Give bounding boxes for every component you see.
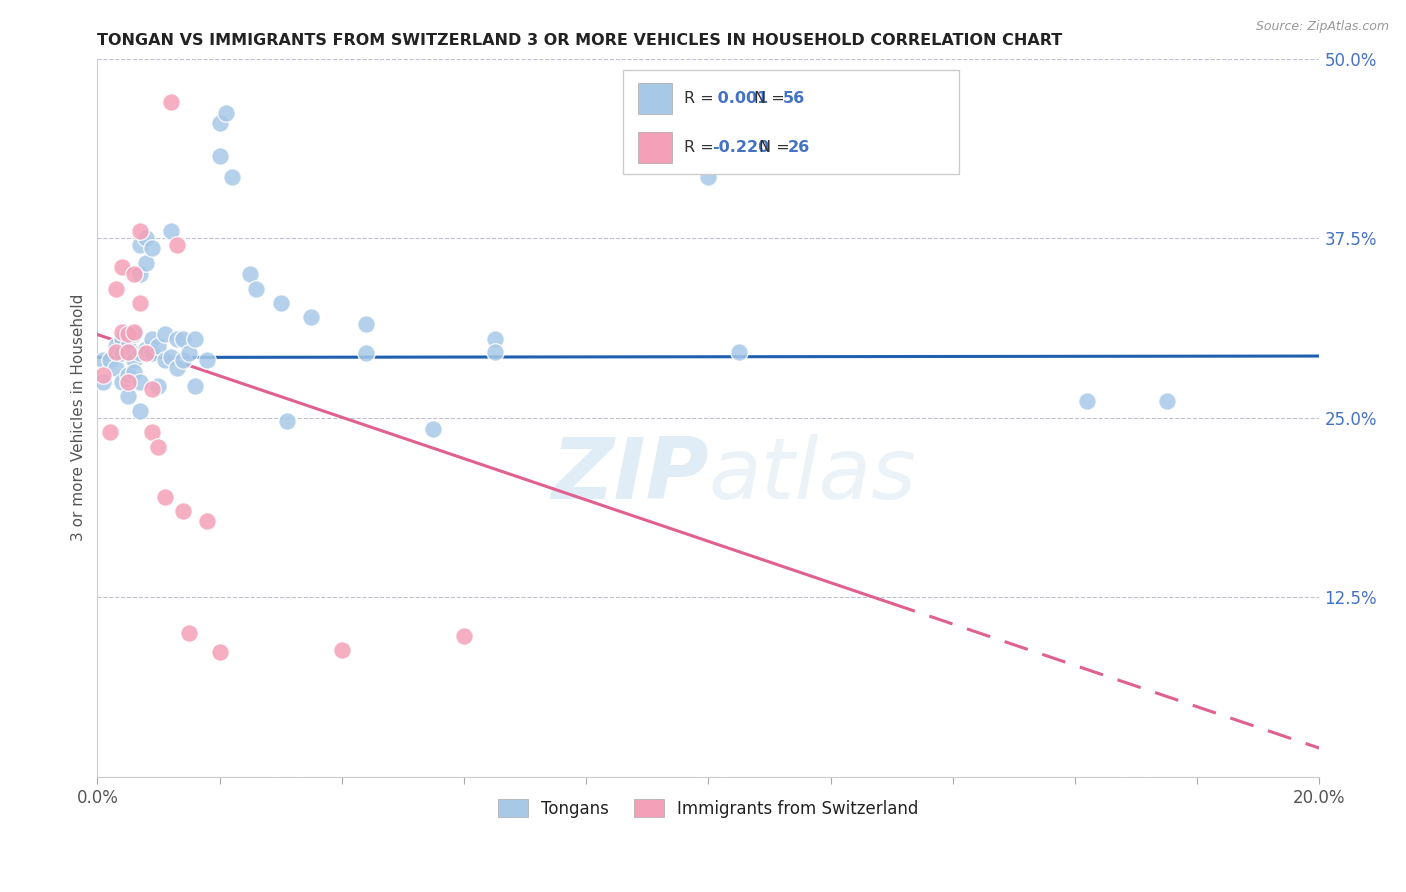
Point — [728, 344, 751, 359]
Point — [148, 440, 170, 454]
Point — [129, 267, 152, 281]
Point — [117, 368, 139, 382]
Point — [135, 255, 157, 269]
Point — [93, 375, 115, 389]
Point — [148, 379, 170, 393]
Point — [484, 332, 506, 346]
Text: 56: 56 — [783, 91, 806, 106]
Point — [1076, 393, 1098, 408]
Point — [129, 238, 152, 252]
Text: 0.001: 0.001 — [713, 91, 769, 106]
Point — [98, 353, 121, 368]
Point — [159, 95, 181, 109]
Point — [354, 346, 377, 360]
Point — [117, 327, 139, 342]
Point — [141, 425, 163, 439]
Point — [122, 365, 145, 379]
Point — [104, 281, 127, 295]
Point — [111, 260, 134, 274]
Point — [98, 425, 121, 439]
Point — [215, 106, 238, 120]
Point — [129, 375, 152, 389]
Point — [135, 346, 157, 360]
Point — [129, 296, 152, 310]
Point — [1156, 393, 1178, 408]
Point — [104, 344, 127, 359]
Text: atlas: atlas — [709, 434, 917, 516]
Point — [208, 149, 231, 163]
Point — [117, 375, 139, 389]
Point — [117, 344, 139, 359]
Point — [697, 169, 720, 184]
Point — [141, 382, 163, 396]
Text: R =: R = — [683, 140, 713, 155]
Text: 26: 26 — [787, 140, 810, 155]
Point — [172, 332, 194, 346]
Point — [208, 116, 231, 130]
Point — [166, 238, 188, 252]
Point — [159, 224, 181, 238]
Point — [111, 325, 134, 339]
Text: Source: ZipAtlas.com: Source: ZipAtlas.com — [1256, 20, 1389, 33]
Point — [484, 344, 506, 359]
Point — [104, 360, 127, 375]
Point — [299, 310, 322, 325]
Point — [184, 332, 207, 346]
Point — [453, 629, 475, 643]
Point — [93, 368, 115, 382]
Point — [276, 414, 298, 428]
Point — [129, 224, 152, 238]
Text: N =: N = — [754, 91, 785, 106]
Point — [141, 332, 163, 346]
Point — [172, 353, 194, 368]
Point — [148, 339, 170, 353]
Point — [422, 422, 444, 436]
Point — [153, 490, 176, 504]
Text: TONGAN VS IMMIGRANTS FROM SWITZERLAND 3 OR MORE VEHICLES IN HOUSEHOLD CORRELATIO: TONGAN VS IMMIGRANTS FROM SWITZERLAND 3 … — [97, 33, 1063, 48]
Point — [159, 351, 181, 365]
Point — [172, 504, 194, 518]
Point — [129, 403, 152, 417]
Text: N =: N = — [759, 140, 790, 155]
Point — [111, 375, 134, 389]
Point — [221, 169, 243, 184]
Point — [141, 346, 163, 360]
Point — [104, 339, 127, 353]
Point — [135, 231, 157, 245]
Point — [135, 342, 157, 356]
Y-axis label: 3 or more Vehicles in Household: 3 or more Vehicles in Household — [72, 294, 86, 541]
Point — [129, 346, 152, 360]
Point — [195, 514, 218, 528]
Point — [141, 241, 163, 255]
Point — [177, 626, 200, 640]
Point — [122, 325, 145, 339]
Point — [245, 281, 267, 295]
Point — [93, 353, 115, 368]
Point — [184, 379, 207, 393]
Point — [177, 346, 200, 360]
Text: ZIP: ZIP — [551, 434, 709, 516]
Point — [270, 296, 292, 310]
Point — [122, 353, 145, 368]
Point — [111, 346, 134, 360]
Point — [153, 327, 176, 342]
Point — [153, 353, 176, 368]
Point — [166, 360, 188, 375]
Text: R =: R = — [683, 91, 713, 106]
Point — [111, 332, 134, 346]
Point — [208, 645, 231, 659]
Point — [122, 267, 145, 281]
Legend: Tongans, Immigrants from Switzerland: Tongans, Immigrants from Switzerland — [489, 791, 927, 826]
Point — [122, 327, 145, 342]
Point — [195, 353, 218, 368]
Point — [239, 267, 262, 281]
Point — [117, 389, 139, 403]
Text: -0.220: -0.220 — [713, 140, 769, 155]
Point — [354, 318, 377, 332]
Point — [330, 643, 353, 657]
Point — [117, 339, 139, 353]
Point — [166, 332, 188, 346]
